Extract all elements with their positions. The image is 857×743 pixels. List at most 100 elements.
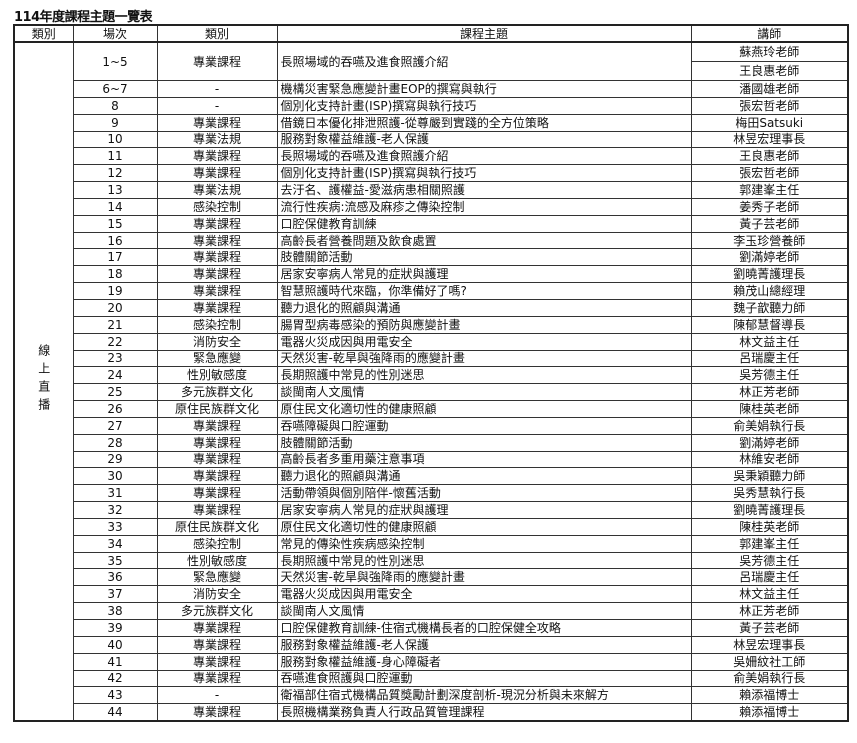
instructor-cell: 林正芳老師 bbox=[690, 602, 849, 620]
table-row: 13 專業法規 去汙名、護權益-愛滋病患相關照護 郭建峯主任 bbox=[14, 181, 849, 199]
instructor-cell: 林昱宏理事長 bbox=[690, 635, 849, 654]
topic-cell: 服務對象權益維護-老人保護 bbox=[276, 130, 692, 149]
category-cell: 感染控制 bbox=[156, 534, 278, 553]
table-row: 10 專業法規 服務對象權益維護-老人保護 林昱宏理事長 bbox=[14, 130, 849, 149]
instructor-cell: 吳姍紋社工師 bbox=[690, 652, 849, 671]
table-row: 34 感染控制 常見的傳染性疾病感染控制 郭建峯主任 bbox=[14, 534, 849, 553]
instructor-cell: 魏子歆聽力師 bbox=[690, 298, 849, 317]
instructor-cell: 林文益主任 bbox=[690, 585, 849, 604]
session-cell: 14 bbox=[72, 197, 158, 216]
session-cell: 17 bbox=[72, 248, 158, 267]
table-row: 38 多元族群文化 談閩南人文風情 林正芳老師 bbox=[14, 602, 849, 620]
table-row: 14 感染控制 流行性疾病:流感及麻疹之傳染控制 姜秀子老師 bbox=[14, 197, 849, 216]
session-cell: 40 bbox=[72, 635, 158, 654]
topic-cell: 衛福部住宿式機構品質獎勵計劃深度剖析-現況分析與未來解方 bbox=[276, 686, 692, 705]
header-row: 類別 場次 類別 課程主題 講師 bbox=[13, 24, 849, 43]
category-cell: 感染控制 bbox=[156, 315, 278, 334]
instructor-cell: 呂瑞慶主任 bbox=[690, 568, 849, 587]
table-row: 6~7- 機構災害緊急應變計畫EOP的撰寫與執行 潘國雄老師 bbox=[14, 80, 849, 98]
topic-cell: 居家安寧病人常見的症狀與護理 bbox=[276, 501, 692, 519]
topic-cell: 服務對象權益維護-身心障礙者 bbox=[276, 652, 692, 671]
instructor-cell: 林昱宏理事長 bbox=[690, 130, 849, 149]
table-row: 41 專業課程 服務對象權益維護-身心障礙者 吳姍紋社工師 bbox=[14, 652, 849, 671]
table-row: 30 專業課程 聽力退化的照顧與溝通 吳秉穎聽力師 bbox=[14, 467, 849, 486]
session-cell: 1~5 bbox=[72, 41, 158, 81]
topic-cell: 原住民文化適切性的健康照顧 bbox=[276, 517, 692, 536]
table-row: 王良惠老師 bbox=[14, 61, 849, 81]
page-title: 114年度課程主題一覽表 bbox=[14, 10, 153, 25]
category-cell: 專業課程 bbox=[156, 484, 278, 503]
session-cell: 21 bbox=[72, 315, 158, 334]
category-cell: 原住民族群文化 bbox=[156, 400, 278, 418]
table-row: 11 專業課程 長照場域的吞嚥及進食照護介紹 王良惠老師 bbox=[14, 147, 849, 166]
table-row: 32 專業課程 居家安寧病人常見的症狀與護理 劉曉菁護理長 bbox=[14, 501, 849, 519]
topic-cell: 高齡長者營養問題及飲食處置 bbox=[276, 231, 692, 250]
table-row: 44 專業課程 長照機構業務負責人行政品質管理課程 賴添福博士 bbox=[14, 703, 849, 722]
instructor-cell: 賴茂山總經理 bbox=[690, 282, 849, 300]
session-cell: 9 bbox=[72, 113, 158, 132]
session-cell: 10 bbox=[72, 130, 158, 149]
instructor-cell: 郭建峯主任 bbox=[690, 534, 849, 553]
session-cell: 34 bbox=[72, 534, 158, 553]
course-table: 類別 場次 類別 課程主題 講師 線上直播 1~5 專業課程 長照場域的吞嚥及進… bbox=[13, 24, 849, 723]
category-cell: 專業課程 bbox=[156, 113, 278, 132]
instructor-cell: 吳芳德主任 bbox=[690, 366, 849, 385]
category-cell: 專業課程 bbox=[156, 214, 278, 233]
instructor-cell: 劉滿婷老師 bbox=[690, 433, 849, 452]
category-cell: 專業課程 bbox=[156, 652, 278, 671]
table-row: 24 性別敏感度 長期照護中常見的性別迷思 吳芳德主任 bbox=[14, 366, 849, 385]
topic-cell: 個別化支持計畫(ISP)撰寫與執行技巧 bbox=[276, 164, 692, 183]
topic-cell: 聽力退化的照顧與溝通 bbox=[276, 298, 692, 317]
topic-cell: 電器火災成因與用電安全 bbox=[276, 585, 692, 604]
session-cell: 19 bbox=[72, 282, 158, 300]
instructor-cell: 陳桂英老師 bbox=[690, 517, 849, 536]
session-cell: 38 bbox=[72, 602, 158, 620]
session-cell: 33 bbox=[72, 517, 158, 536]
category-cell: 消防安全 bbox=[156, 585, 278, 604]
table-row: 8- 個別化支持計畫(ISP)撰寫與執行技巧 張宏哲老師 bbox=[14, 96, 849, 115]
table-row: 35 性別敏感度 長期照護中常見的性別迷思 吳芳德主任 bbox=[14, 551, 849, 570]
table-row: 線上直播 1~5 專業課程 長照場域的吞嚥及進食照護介紹 蘇燕玲老師 bbox=[13, 41, 849, 722]
table-row: 31 專業課程 活動帶領與個別陪伴-懷舊活動 吳秀慧執行長 bbox=[14, 484, 849, 503]
session-cell: 12 bbox=[72, 164, 158, 183]
instructor-cell: 姜秀子老師 bbox=[690, 197, 849, 216]
category-cell: 專業課程 bbox=[156, 703, 278, 722]
topic-cell: 服務對象權益維護-老人保護 bbox=[276, 635, 692, 654]
instructor-cell: 郭建峯主任 bbox=[690, 181, 849, 199]
table-row: 27 專業課程 吞嚥障礙與口腔運動 俞美娟執行長 bbox=[14, 416, 849, 435]
session-cell: 36 bbox=[72, 568, 158, 587]
table-row: 43- 衛福部住宿式機構品質獎勵計劃深度剖析-現況分析與未來解方 賴添福博士 bbox=[14, 686, 849, 705]
topic-cell: 長照場域的吞嚥及進食照護介紹 bbox=[276, 41, 692, 81]
instructor-cell: 黃子芸老師 bbox=[690, 619, 849, 637]
table-row: 39 專業課程 口腔保健教育訓練-住宿式機構長者的口腔保健全攻略 黃子芸老師 bbox=[14, 619, 849, 637]
topic-cell: 去汙名、護權益-愛滋病患相關照護 bbox=[276, 181, 692, 199]
header-group: 類別 bbox=[13, 24, 74, 43]
session-cell: 28 bbox=[72, 433, 158, 452]
table-row: 28 專業課程 肢體關節活動 劉滿婷老師 bbox=[14, 433, 849, 452]
instructor-cell: 王良惠老師 bbox=[690, 61, 849, 81]
category-cell: 專業課程 bbox=[156, 450, 278, 469]
instructor-cell: 黃子芸老師 bbox=[690, 214, 849, 233]
table-row: 36 緊急應變 天然災害-乾旱與強降雨的應變計畫 呂瑞慶主任 bbox=[14, 568, 849, 587]
topic-cell: 長期照護中常見的性別迷思 bbox=[276, 551, 692, 570]
instructor-cell: 潘國雄老師 bbox=[690, 80, 849, 98]
topic-cell: 聽力退化的照顧與溝通 bbox=[276, 467, 692, 486]
session-cell: 27 bbox=[72, 416, 158, 435]
instructor-cell: 林正芳老師 bbox=[690, 383, 849, 402]
session-cell: 26 bbox=[72, 400, 158, 418]
instructor-cell: 俞美娟執行長 bbox=[690, 416, 849, 435]
table-row: 33 原住民族群文化 原住民文化適切性的健康照顧 陳桂英老師 bbox=[14, 517, 849, 536]
instructor-cell: 張宏哲老師 bbox=[690, 164, 849, 183]
category-cell: 專業法規 bbox=[156, 130, 278, 149]
instructor-cell: 吳芳德主任 bbox=[690, 551, 849, 570]
session-cell: 20 bbox=[72, 298, 158, 317]
topic-cell: 高齡長者多重用藥注意事項 bbox=[276, 450, 692, 469]
topic-cell: 機構災害緊急應變計畫EOP的撰寫與執行 bbox=[276, 80, 692, 98]
session-cell: 29 bbox=[72, 450, 158, 469]
instructor-cell: 劉曉菁護理長 bbox=[690, 501, 849, 519]
category-cell: 專業課程 bbox=[156, 164, 278, 183]
topic-cell: 個別化支持計畫(ISP)撰寫與執行技巧 bbox=[276, 96, 692, 115]
category-cell: 專業課程 bbox=[156, 433, 278, 452]
instructor-cell: 蘇燕玲老師 bbox=[690, 41, 849, 62]
table-row: 12 專業課程 個別化支持計畫(ISP)撰寫與執行技巧 張宏哲老師 bbox=[14, 164, 849, 183]
